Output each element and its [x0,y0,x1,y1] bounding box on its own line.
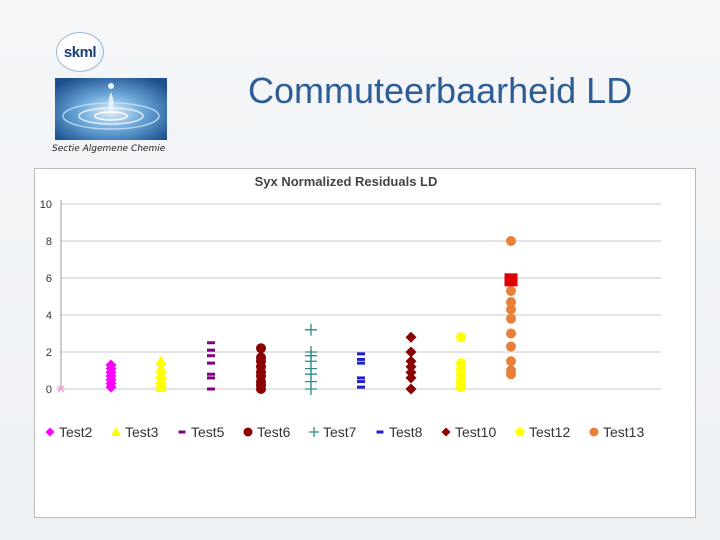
data-point [207,372,215,376]
legend-label: Test8 [389,424,423,440]
data-point [357,361,365,365]
data-point [506,285,516,296]
water-drop-image [55,78,167,140]
y-tick-label: 6 [46,273,52,285]
legend-marker [45,427,55,437]
data-point [456,358,466,369]
legend-marker [589,427,599,437]
data-point [506,356,516,367]
data-point [405,383,417,395]
data-point [405,361,417,373]
data-point [256,352,266,363]
data-point [256,343,266,354]
data-point [357,385,365,389]
data-point [405,366,417,378]
legend-marker [515,427,525,437]
legend-marker [111,427,121,436]
data-point [405,331,417,343]
logo-block: skml Sectie Algemene Chemie [52,30,202,158]
legend-label: Test6 [257,424,291,440]
data-point [105,359,117,371]
data-point [506,304,516,315]
skml-logo: skml [56,32,104,72]
data-point [506,297,516,308]
logo-text: skml [63,43,97,61]
data-point [155,368,167,379]
data-point [456,332,466,343]
y-tick-label: 8 [46,236,52,248]
legend-marker [243,427,253,437]
data-point [506,328,516,339]
data-point [207,348,215,352]
data-point [207,387,215,391]
legend-marker [441,427,451,437]
data-point [506,313,516,324]
legend-marker [309,427,319,437]
data-point [155,373,167,385]
data-point [506,236,516,246]
data-point [504,273,518,287]
data-point [405,346,417,358]
y-tick-label: 0 [46,384,52,396]
data-point [305,323,317,336]
data-point [155,355,167,367]
data-point [357,357,365,361]
data-point [305,346,317,358]
data-point [357,376,365,380]
section-caption: Sectie Algemene Chemie [52,144,166,154]
data-point [357,352,365,356]
data-point [207,376,215,380]
data-point [56,385,66,393]
legend-label: Test13 [603,424,644,440]
legend-label: Test2 [59,424,93,440]
data-point [405,355,417,367]
data-point [207,341,215,345]
data-point [506,365,516,376]
legend-label: Test3 [125,424,159,440]
chart-frame: Syx Normalized Residuals LD 0 2 4 6 8 10 Test2 T… [34,168,696,518]
page-title: Commuteerbaarheid LD [248,70,633,111]
legend-label: Test10 [455,424,496,440]
legend-marker [376,430,384,434]
data-point [506,341,516,352]
residuals-chart: Syx Normalized Residuals LD 0 2 4 6 8 10 Test2 T… [40,174,661,440]
data-point [207,354,215,358]
y-tick-label: 4 [46,310,52,322]
data-point [405,372,417,384]
data-point [155,362,167,374]
legend-label: Test7 [323,424,357,440]
data-point [207,361,215,365]
legend-label: Test12 [529,424,570,440]
chart-title: Syx Normalized Residuals LD [255,174,438,189]
legend-label: Test5 [191,424,225,440]
y-tick-label: 10 [40,199,52,211]
legend-marker [178,430,186,434]
y-tick-label: 2 [46,347,52,359]
data-point [357,380,365,384]
